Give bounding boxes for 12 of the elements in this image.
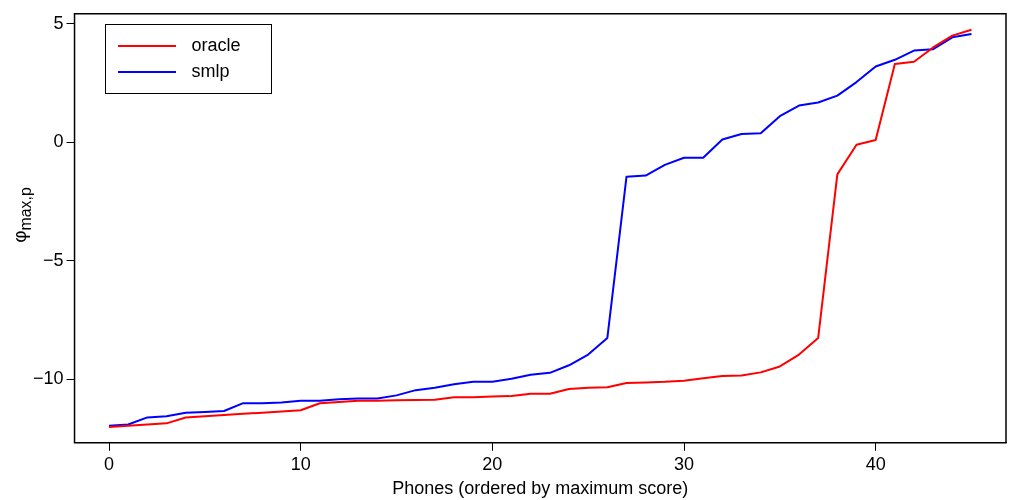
y-tick-label: −10 [32, 368, 64, 389]
x-tick-label: 40 [865, 453, 886, 474]
y-tick-label: −5 [43, 249, 64, 270]
x-axis-title: Phones (ordered by maximum score) [392, 478, 689, 499]
y-tick-label: 0 [53, 131, 64, 152]
x-tick-label: 30 [674, 453, 695, 474]
legend-label: smlp [191, 61, 230, 83]
x-tick-label: 20 [482, 453, 503, 474]
x-tick-label: 0 [104, 453, 115, 474]
x-tick-label: 10 [290, 453, 311, 474]
y-tick-label: 5 [53, 12, 64, 33]
legend-label: oracle [191, 35, 241, 57]
